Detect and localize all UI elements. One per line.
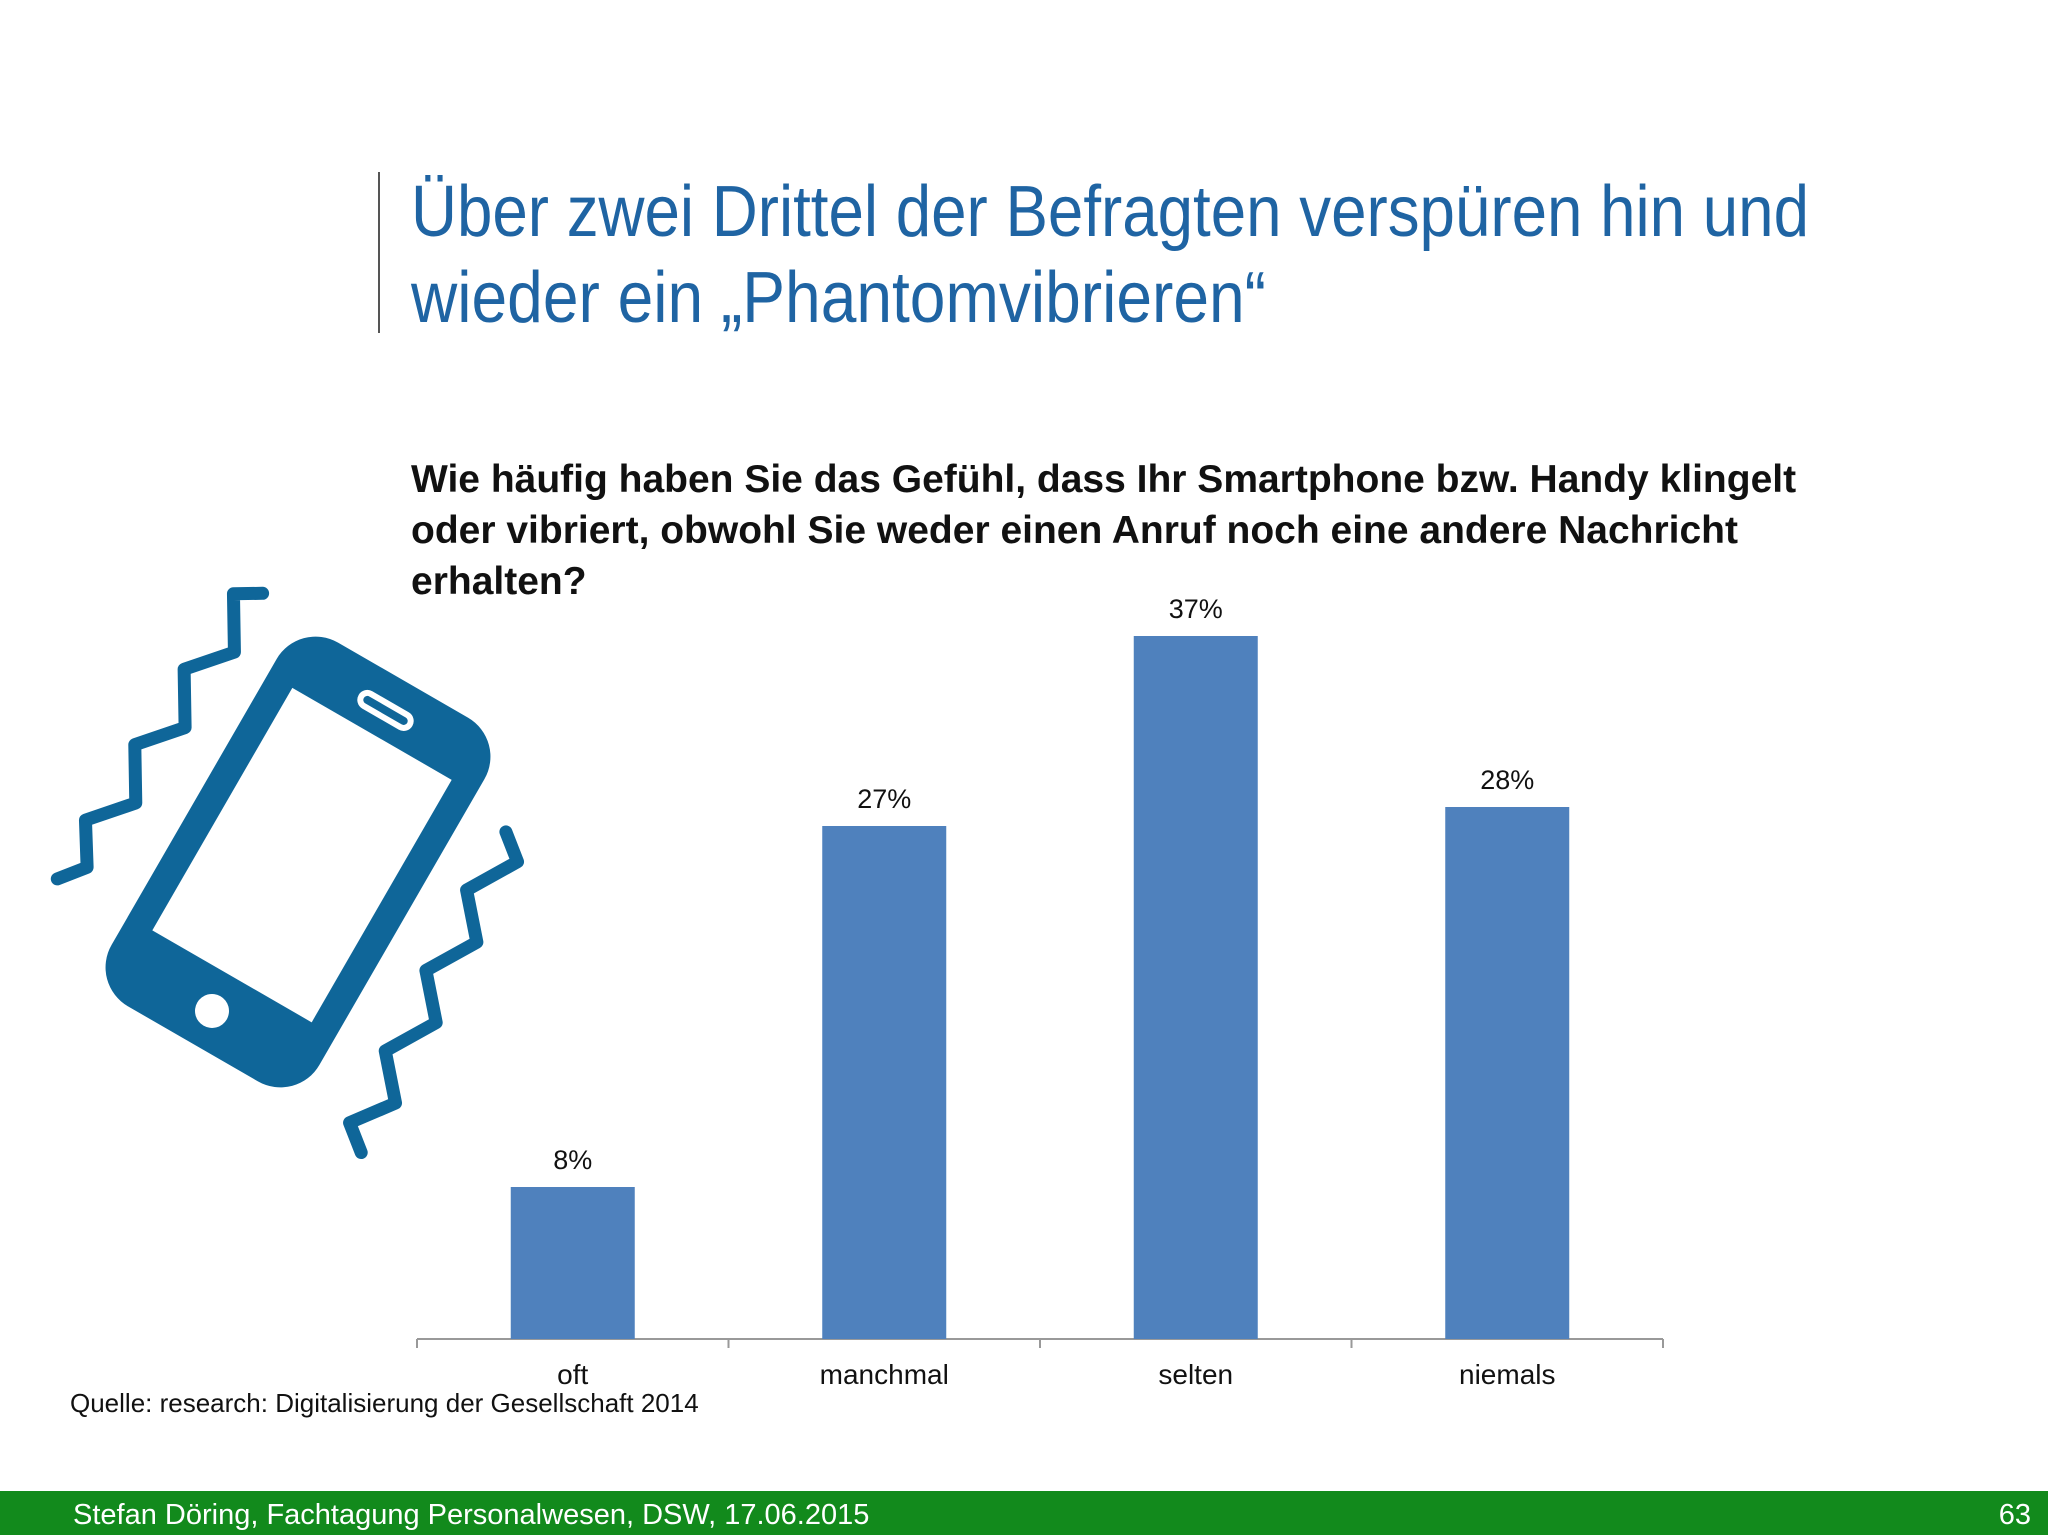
bar — [1133, 636, 1258, 1339]
bar — [1445, 807, 1570, 1339]
footer-text: Stefan Döring, Fachtagung Personalwesen,… — [73, 1499, 869, 1531]
x-tick-label: manchmal — [820, 1359, 949, 1390]
source-note: Quelle: research: Digitalisierung der Ge… — [70, 1388, 699, 1418]
bar — [510, 1187, 635, 1339]
data-label: 8% — [553, 1145, 592, 1175]
footer-bar — [0, 1491, 2048, 1535]
bar — [822, 826, 947, 1339]
chart-title: erhalten? — [411, 560, 587, 603]
slide-title: Über zwei Drittel der Befragten verspüre… — [411, 172, 1809, 252]
data-label: 28% — [1480, 765, 1534, 795]
x-tick-label: selten — [1158, 1359, 1233, 1390]
x-tick-label: oft — [557, 1359, 588, 1390]
chart-title: Wie häufig haben Sie das Gefühl, dass Ih… — [411, 458, 1796, 501]
phone-icon — [50, 586, 525, 1160]
data-label: 37% — [1169, 594, 1223, 624]
data-label: 27% — [857, 784, 911, 814]
x-tick-label: niemals — [1459, 1359, 1555, 1390]
slide-title: wieder ein „Phantomvibrieren“ — [410, 258, 1266, 338]
page-number: 63 — [1999, 1499, 2031, 1531]
chart-title: oder vibriert, obwohl Sie weder einen An… — [411, 509, 1738, 552]
